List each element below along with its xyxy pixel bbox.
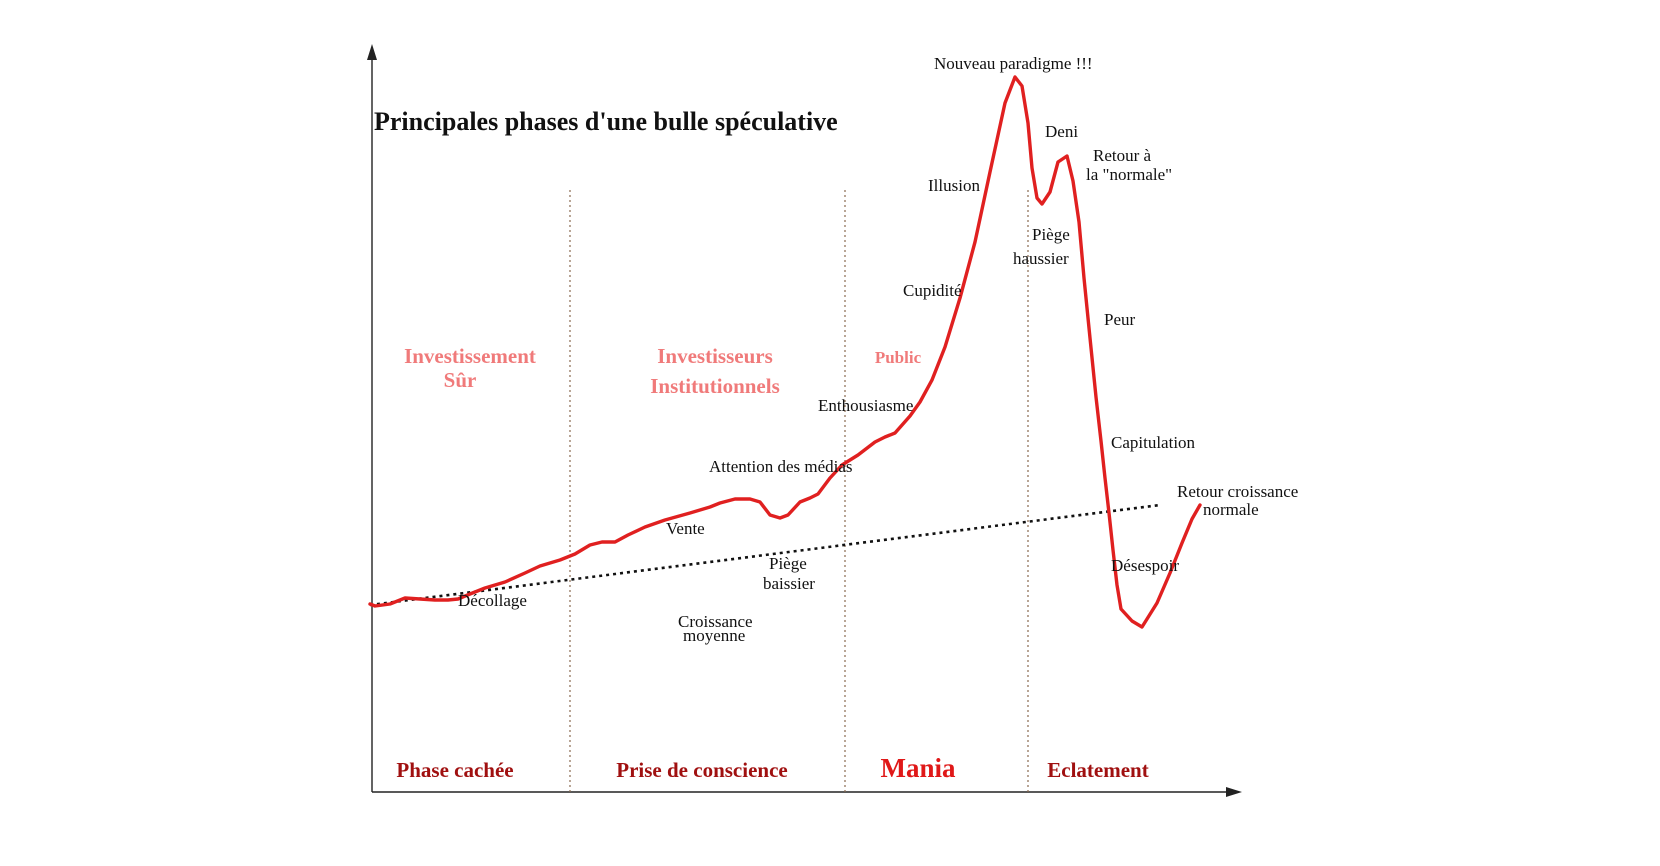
annotation-croissance-moyenne-line1: Croissance bbox=[678, 612, 753, 631]
annotation-retour-croissance-line1: Retour croissance bbox=[1177, 482, 1298, 501]
annotation-nouveau-paradigme: Nouveau paradigme !!! bbox=[934, 54, 1093, 73]
annotation-cupidite: Cupidité bbox=[903, 281, 962, 300]
annotation-capitulation: Capitulation bbox=[1111, 433, 1196, 452]
phase-label-mania: Mania bbox=[880, 753, 956, 783]
annotation-retour-normale-line1: Retour à bbox=[1093, 146, 1152, 165]
annotation-peur: Peur bbox=[1104, 310, 1136, 329]
annotation-attention-des-medias: Attention des médias bbox=[709, 457, 853, 476]
diagram-title: Principales phases d'une bulle spéculati… bbox=[374, 107, 838, 136]
phase-label-eclatement: Eclatement bbox=[1047, 758, 1148, 782]
annotation-enthousiasme: Enthousiasme bbox=[818, 396, 913, 415]
annotation-deni: Deni bbox=[1045, 122, 1078, 141]
y-axis-arrow-icon bbox=[367, 44, 377, 60]
investor-label-institutionnels: Institutionnels bbox=[650, 374, 780, 398]
investor-label-sur: Sûr bbox=[444, 368, 477, 392]
investor-label-investissement: Investissement bbox=[404, 344, 536, 368]
annotation-decollage: Décollage bbox=[458, 591, 527, 610]
annotation-illusion: Illusion bbox=[928, 176, 980, 195]
bubble-price-curve bbox=[368, 75, 1202, 629]
annotation-croissance-moyenne-line2: moyenne bbox=[683, 626, 745, 645]
investor-label-investisseurs: Investisseurs bbox=[657, 344, 773, 368]
phase-label-prise-de-conscience: Prise de conscience bbox=[616, 758, 787, 782]
annotation-vente: Vente bbox=[666, 519, 705, 538]
annotation-retour-normale-line2: la "normale" bbox=[1086, 165, 1172, 184]
annotation-piege-baissier-line1: Piège bbox=[769, 554, 807, 573]
investor-label-public: Public bbox=[875, 348, 922, 367]
annotation-piege-haussier-line2: haussier bbox=[1013, 249, 1069, 268]
phase-label-cachee: Phase cachée bbox=[396, 758, 513, 782]
x-axis-arrow-icon bbox=[1226, 787, 1242, 797]
annotation-desespoir: Désespoir bbox=[1111, 556, 1179, 575]
annotation-retour-croissance-line2: normale bbox=[1203, 500, 1259, 519]
annotation-piege-haussier-line1: Piège bbox=[1032, 225, 1070, 244]
annotation-piege-baissier-line2: baissier bbox=[763, 574, 815, 593]
